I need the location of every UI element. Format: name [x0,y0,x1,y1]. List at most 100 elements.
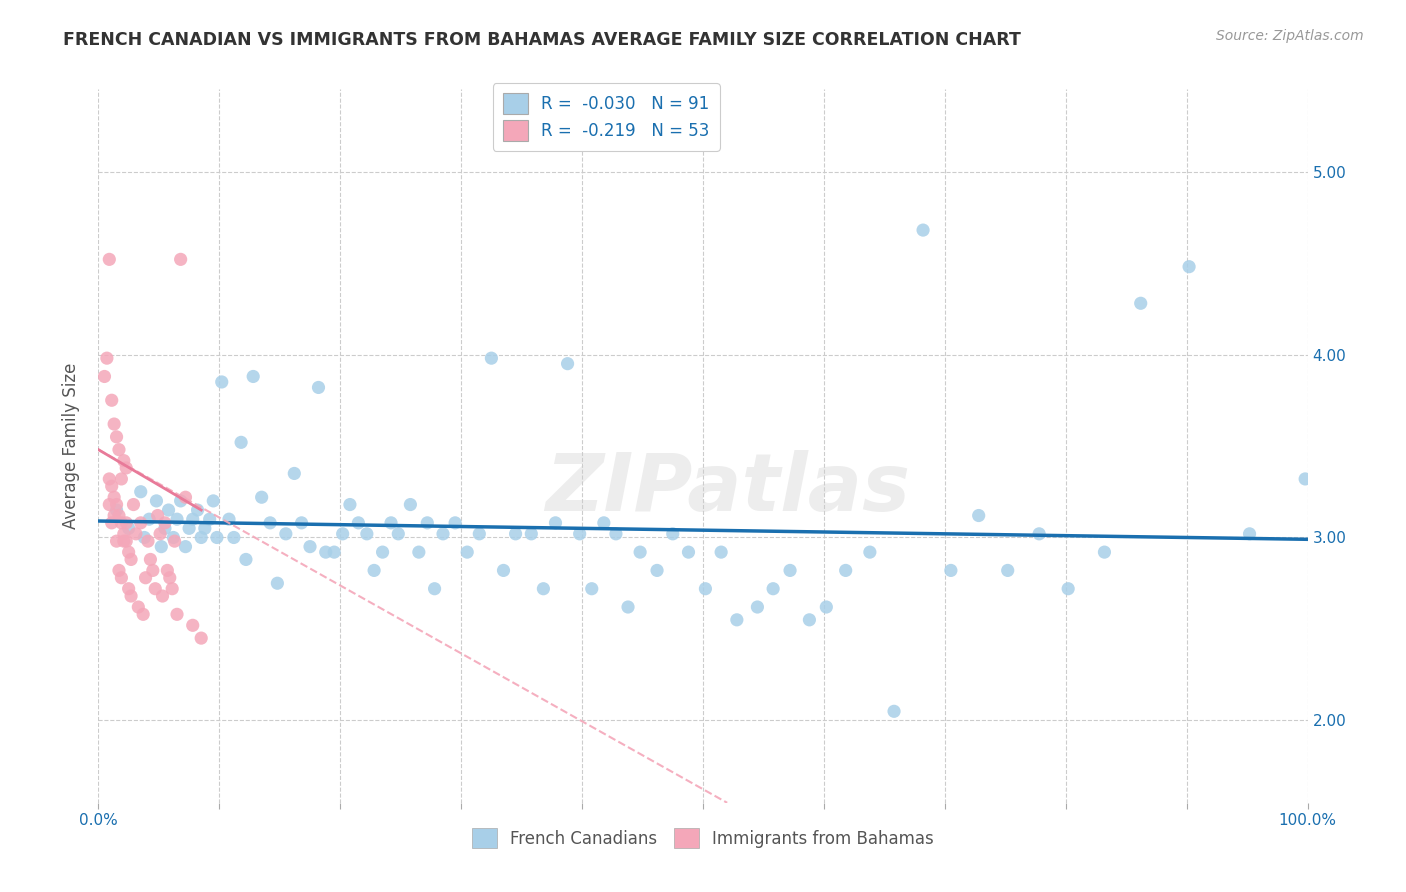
Point [617,600,640,615]
Point [605,526,627,541]
Point [112,453,135,467]
Point [181,618,204,632]
Point [169,252,191,267]
Point [371,545,394,559]
Point [202,494,225,508]
Point [423,582,446,596]
Point [127,600,149,615]
Point [174,490,197,504]
Point [159,571,181,585]
Point [105,534,128,549]
Point [323,545,346,559]
Point [661,526,683,541]
Point [456,545,478,559]
Point [399,498,422,512]
Point [98,498,121,512]
Point [218,512,240,526]
Point [194,521,217,535]
Point [339,498,361,512]
Point [356,526,378,541]
Point [136,534,159,549]
Point [138,512,160,526]
Point [156,563,179,577]
Point [531,582,554,596]
Point [387,526,409,541]
Point [747,600,769,615]
Point [179,521,201,535]
Point [139,552,162,566]
Point [103,417,125,431]
Point [299,540,322,554]
Point [157,503,180,517]
Point [115,534,138,549]
Point [115,461,138,475]
Point [592,516,614,530]
Point [108,442,131,457]
Point [815,600,838,615]
Point [120,589,142,603]
Point [229,435,252,450]
Point [129,516,152,530]
Text: FRENCH CANADIAN VS IMMIGRANTS FROM BAHAMAS AVERAGE FAMILY SIZE CORRELATION CHART: FRENCH CANADIAN VS IMMIGRANTS FROM BAHAM… [63,31,1021,49]
Point [432,526,454,541]
Point [103,490,125,504]
Point [98,472,121,486]
Point [110,516,132,530]
Point [134,531,156,545]
Point [211,375,233,389]
Point [266,576,288,591]
Point [912,223,935,237]
Point [520,526,543,541]
Point [408,545,430,559]
Point [146,508,169,523]
Point [1028,526,1050,541]
Point [315,545,337,559]
Point [347,516,370,530]
Point [100,479,122,493]
Point [160,582,183,596]
Point [628,545,651,559]
Point [762,582,785,596]
Point [645,563,668,577]
Point [308,380,330,394]
Point [695,582,717,596]
Point [1129,296,1152,310]
Point [544,516,567,530]
Point [115,516,138,530]
Point [118,521,141,535]
Point [118,582,141,596]
Point [110,472,132,486]
Point [380,516,402,530]
Point [143,582,166,596]
Point [96,351,118,366]
Point [481,351,503,366]
Point [505,526,527,541]
Point [363,563,385,577]
Point [153,521,176,535]
Point [568,526,591,541]
Point [883,704,905,718]
Point [142,563,165,577]
Point [132,607,155,622]
Point [190,531,212,545]
Point [152,589,174,603]
Point [105,430,128,444]
Point [120,552,142,566]
Point [997,563,1019,577]
Point [166,512,188,526]
Text: ZIPatlas: ZIPatlas [544,450,910,528]
Point [242,369,264,384]
Point [169,494,191,508]
Point [779,563,801,577]
Point [290,516,312,530]
Point [110,571,132,585]
Point [105,503,128,517]
Point [129,484,152,499]
Point [725,613,748,627]
Point [108,563,131,577]
Point [150,540,173,554]
Point [181,512,204,526]
Legend: French Canadians, Immigrants from Bahamas: French Canadians, Immigrants from Bahama… [465,822,941,855]
Point [190,631,212,645]
Point [492,563,515,577]
